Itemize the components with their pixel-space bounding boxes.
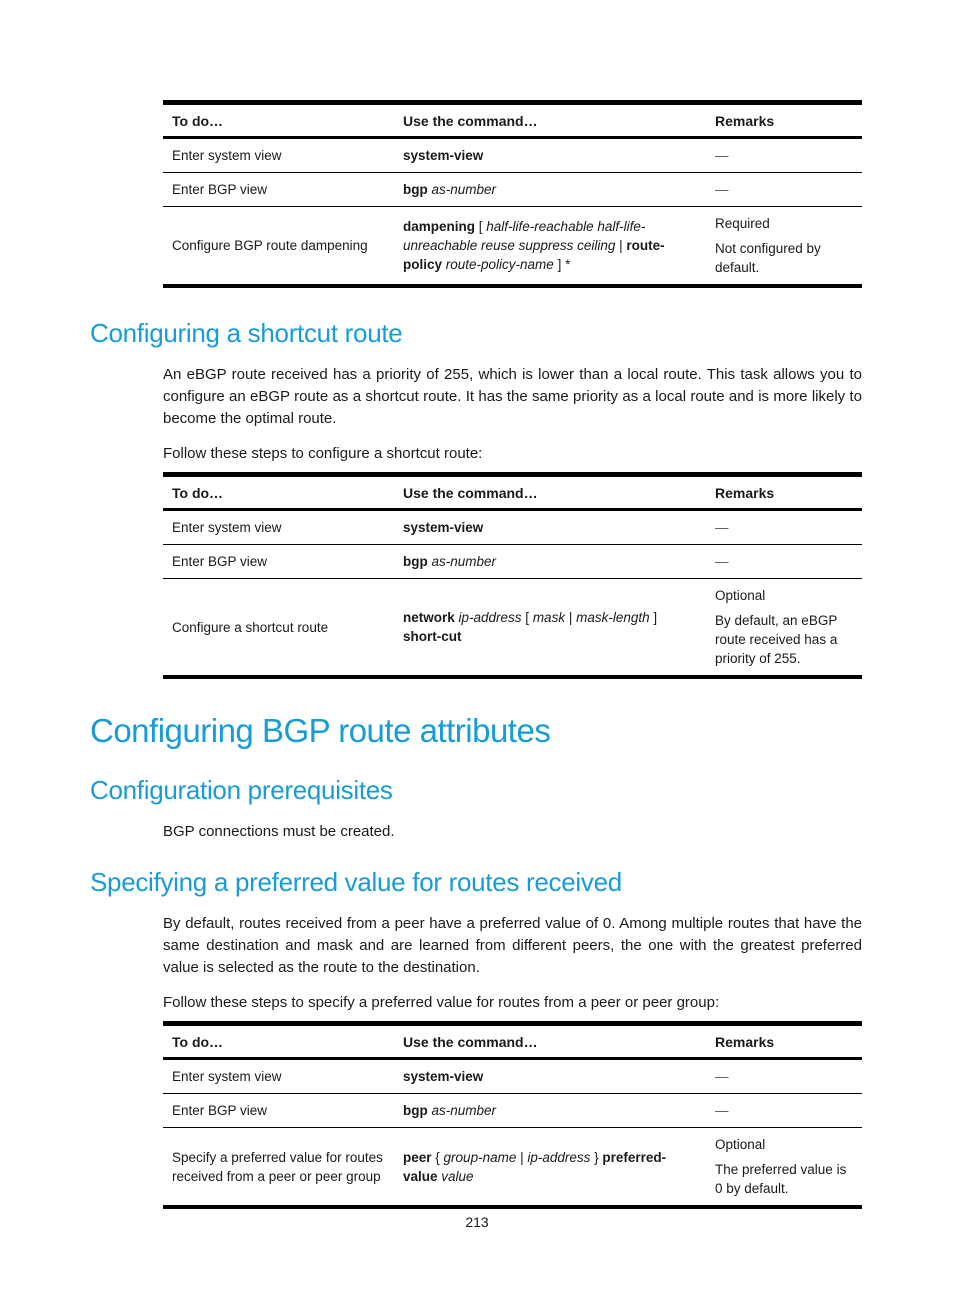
table-row: Configure a shortcut route network ip-ad… — [163, 579, 862, 678]
page-number: 213 — [465, 1214, 489, 1230]
preferred-value-steps-table: To do… Use the command… Remarks Enter sy… — [163, 1021, 862, 1210]
todo-cell: Specify a preferred value for routes rec… — [172, 1149, 383, 1184]
remarks-cell: — — [706, 509, 862, 546]
heading-configuring-bgp-route-attributes: Configuring BGP route attributes — [90, 712, 551, 750]
table-header-row: To do… Use the command… Remarks — [163, 1023, 862, 1061]
todo-cell: Enter BGP view — [163, 1093, 394, 1129]
todo-cell: Configure a shortcut route — [172, 619, 329, 635]
table-row: Enter BGP view bgp as-number — — [163, 1093, 862, 1129]
command-cell: system-view — [394, 137, 706, 173]
command-cell: bgp as-number — [394, 172, 706, 207]
shortcut-route-steps-table: To do… Use the command… Remarks Enter sy… — [163, 472, 862, 680]
table-row: Enter system view system-view — — [163, 1058, 862, 1095]
col-header-remarks: Remarks — [706, 1023, 862, 1061]
prerequisites-body: BGP connections must be created. — [163, 822, 395, 840]
todo-cell: Configure BGP route dampening — [172, 238, 368, 253]
shortcut-route-intro: An eBGP route received has a priority of… — [163, 366, 862, 428]
remark-line: Optional — [715, 1137, 766, 1153]
remarks-cell: — — [706, 172, 862, 207]
col-header-todo: To do… — [163, 1023, 394, 1061]
table-row: Configure BGP route dampening dampening … — [163, 207, 862, 287]
remarks-cell: Required Not configured by default. — [706, 207, 862, 287]
command-cell: network ip-address [ mask | mask-length … — [403, 610, 658, 645]
command-cell: bgp as-number — [394, 1093, 706, 1129]
remark-line: The preferred value is 0 by default. — [715, 1162, 847, 1197]
table-row: Enter BGP view bgp as-number — — [163, 544, 862, 580]
remark-line: By default, an eBGP route received has a… — [715, 613, 838, 667]
todo-cell: Enter BGP view — [163, 544, 394, 580]
table-row: Enter BGP view bgp as-number — — [163, 172, 862, 207]
shortcut-route-steps-lead-in: Follow these steps to configure a shortc… — [163, 445, 483, 463]
remarks-cell: — — [706, 1093, 862, 1129]
todo-cell: Enter system view — [163, 509, 394, 546]
table-row: Enter system view system-view — — [163, 509, 862, 546]
col-header-remarks: Remarks — [706, 102, 862, 139]
table-header-row: To do… Use the command… Remarks — [163, 102, 862, 139]
page-content: To do… Use the command… Remarks Enter sy… — [90, 0, 862, 1210]
table-row: Enter system view system-view — — [163, 137, 862, 173]
remark-line: Not configured by default. — [715, 241, 821, 275]
remarks-cell: — — [706, 1058, 862, 1095]
remarks-cell: — — [706, 544, 862, 580]
col-header-todo: To do… — [163, 474, 394, 512]
command-cell: system-view — [394, 509, 706, 546]
remarks-cell: Optional By default, an eBGP route recei… — [706, 579, 862, 678]
todo-cell: Enter system view — [163, 1058, 394, 1095]
preferred-value-steps-lead-in: Follow these steps to specify a preferre… — [163, 994, 720, 1012]
preferred-value-intro: By default, routes received from a peer … — [163, 915, 862, 977]
col-header-todo: To do… — [163, 102, 394, 139]
remark-line: Required — [715, 216, 770, 231]
todo-cell: Enter BGP view — [163, 172, 394, 207]
remarks-cell: Optional The preferred value is 0 by def… — [706, 1128, 862, 1208]
col-header-command: Use the command… — [394, 474, 706, 512]
todo-cell: Enter system view — [163, 137, 394, 173]
heading-configuring-shortcut-route: Configuring a shortcut route — [90, 318, 403, 348]
heading-configuration-prerequisites: Configuration prerequisites — [90, 774, 393, 805]
table-header-row: To do… Use the command… Remarks — [163, 474, 862, 512]
col-header-command: Use the command… — [394, 102, 706, 139]
command-cell: system-view — [394, 1058, 706, 1095]
col-header-command: Use the command… — [394, 1023, 706, 1061]
command-cell: dampening [ half-life-reachable half-lif… — [403, 219, 665, 272]
table-row: Specify a preferred value for routes rec… — [163, 1128, 862, 1208]
remarks-cell: — — [706, 137, 862, 173]
remark-line: Optional — [715, 588, 766, 604]
command-cell: peer { group-name | ip-address } preferr… — [403, 1149, 667, 1184]
dampening-steps-table: To do… Use the command… Remarks Enter sy… — [163, 100, 862, 288]
heading-specifying-preferred-value: Specifying a preferred value for routes … — [90, 866, 622, 897]
col-header-remarks: Remarks — [706, 474, 862, 512]
command-cell: bgp as-number — [394, 544, 706, 580]
